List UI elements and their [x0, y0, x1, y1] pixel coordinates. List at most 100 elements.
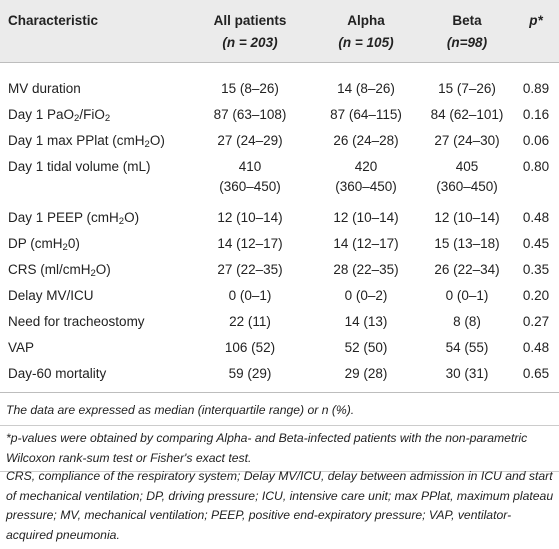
header-p: p* [529, 13, 543, 28]
cell-beta: 30 (31) [445, 366, 489, 381]
cell-all: 106 (52) [224, 340, 276, 355]
cell-alpha: 28 (22–35) [333, 262, 399, 277]
cell-beta: 15 (7–26) [438, 81, 496, 96]
table-row-continuation: (360–450) (360–450) (360–450) [0, 176, 559, 200]
cell-alpha: 26 (24–28) [333, 133, 399, 148]
label-text: O) [124, 210, 140, 225]
cell-beta: 0 (0–1) [445, 288, 489, 303]
cell-p: 0.80 [522, 159, 550, 174]
cell-all: 27 (22–35) [217, 262, 283, 277]
cell-all: 14 (12–17) [217, 236, 283, 251]
cell-beta: 405 [455, 159, 479, 174]
row-label: MV duration [8, 81, 81, 96]
footnote-data-format: The data are expressed as median (interq… [6, 403, 355, 417]
header-beta-n: (n=98) [446, 35, 488, 50]
table-row: Day 1 max PPlat (cmH2O) 27 (24–29) 26 (2… [0, 130, 559, 154]
cell-p: 0.35 [522, 262, 550, 277]
footnote-p-values: *p-values were obtained by comparing Alp… [6, 431, 528, 465]
cell-alpha: 14 (8–26) [337, 81, 395, 96]
cell-alpha: 87 (64–115) [330, 107, 402, 122]
label-text: Day 1 PaO [8, 107, 75, 122]
cell-beta: 8 (8) [453, 314, 481, 329]
cell-alpha: 14 (12–17) [333, 236, 399, 251]
label-text: 0) [67, 236, 80, 251]
label-text: DP (cmH [8, 236, 63, 251]
cell-p: 0.48 [522, 340, 550, 355]
table-row: Day-60 mortality 59 (29) 29 (28) 30 (31)… [0, 363, 559, 387]
cell-beta: 54 (55) [445, 340, 489, 355]
table-row: Day 1 PaO2/FiO2 87 (63–108) 87 (64–115) … [0, 104, 559, 128]
cell-beta: 15 (13–18) [434, 236, 500, 251]
cell-alpha: 0 (0–2) [344, 288, 388, 303]
cell-all: 12 (10–14) [217, 210, 283, 225]
row-label: DP (cmH20) [8, 233, 80, 254]
cell-p: 0.06 [522, 133, 550, 148]
header-beta: Beta [452, 13, 482, 28]
cell-all: 87 (63–108) [213, 107, 287, 122]
cell-alpha: 12 (10–14) [333, 210, 399, 225]
header-divider [0, 62, 559, 63]
table-row: VAP 106 (52) 52 (50) 54 (55) 0.48 [0, 337, 559, 361]
cell-all: 59 (29) [228, 366, 272, 381]
cell-beta: 84 (62–101) [430, 107, 504, 122]
label-text: Day 1 PEEP (cmH [8, 210, 119, 225]
footnote-divider [0, 425, 559, 426]
cell-all-range: (360–450) [219, 179, 281, 194]
table-row: Day 1 tidal volume (mL) 410 420 405 0.80 [0, 156, 559, 180]
table-row: MV duration 15 (8–26) 14 (8–26) 15 (7–26… [0, 78, 559, 102]
label-text: /FiO [79, 107, 105, 122]
label-text: O) [95, 262, 111, 277]
cell-all: 22 (11) [229, 314, 271, 329]
label-text: O) [149, 133, 165, 148]
row-label: Day 1 PEEP (cmH2O) [8, 207, 139, 228]
row-label: Day 1 max PPlat (cmH2O) [8, 130, 165, 151]
cell-p: 0.27 [522, 314, 550, 329]
header-row: Characteristic All patients Alpha Beta p… [0, 10, 559, 34]
table-row: Day 1 PEEP (cmH2O) 12 (10–14) 12 (10–14)… [0, 207, 559, 231]
cell-p: 0.16 [522, 107, 550, 122]
label-text: Day 1 max PPlat (cmH [8, 133, 145, 148]
label-subscript: 2 [144, 139, 150, 150]
cell-alpha: 29 (28) [344, 366, 388, 381]
cell-beta: 12 (10–14) [434, 210, 500, 225]
cell-p: 0.89 [522, 81, 550, 96]
cell-p: 0.45 [522, 236, 550, 251]
header-alpha-n: (n = 105) [338, 35, 394, 50]
header-n-row: (n = 203) (n = 105) (n=98) [0, 32, 559, 56]
cell-alpha: 52 (50) [344, 340, 388, 355]
header-alpha: Alpha [347, 13, 385, 28]
cell-beta: 27 (24–30) [434, 133, 500, 148]
label-subscript: 2 [74, 113, 80, 124]
cell-all: 15 (8–26) [221, 81, 279, 96]
cell-all: 0 (0–1) [228, 288, 272, 303]
cell-all: 410 [238, 159, 262, 174]
cell-alpha: 420 [354, 159, 378, 174]
label-subscript: 2 [104, 113, 111, 124]
table-row: DP (cmH20) 14 (12–17) 14 (12–17) 15 (13–… [0, 233, 559, 257]
table-row: CRS (ml/cmH2O) 27 (22–35) 28 (22–35) 26 … [0, 259, 559, 283]
cell-beta: 26 (22–34) [434, 262, 500, 277]
row-label: Day 1 tidal volume (mL) [8, 159, 151, 174]
cell-beta-range: (360–450) [436, 179, 498, 194]
row-label: CRS (ml/cmH2O) [8, 259, 111, 280]
header-all-n: (n = 203) [222, 35, 278, 50]
cell-all: 27 (24–29) [217, 133, 283, 148]
label-subscript: 2 [90, 268, 96, 279]
label-text: CRS (ml/cmH [8, 262, 91, 277]
cell-alpha-range: (360–450) [335, 179, 397, 194]
label-subscript: 2 [118, 216, 125, 227]
row-label: Day 1 PaO2/FiO2 [8, 104, 110, 125]
header-band [0, 0, 559, 62]
table-row: Delay MV/ICU 0 (0–1) 0 (0–2) 0 (0–1) 0.2… [0, 285, 559, 309]
header-characteristic: Characteristic [8, 13, 99, 28]
footnote-abbreviations: CRS, compliance of the respiratory syste… [6, 469, 554, 542]
table-row: Need for tracheostomy 22 (11) 14 (13) 8 … [0, 311, 559, 335]
cell-p: 0.65 [522, 366, 550, 381]
table-bottom-divider [0, 392, 559, 393]
row-label: Need for tracheostomy [8, 314, 145, 329]
cell-p: 0.48 [522, 210, 550, 225]
row-label: Day-60 mortality [8, 366, 107, 381]
footnote-divider [0, 471, 559, 472]
cell-p: 0.20 [522, 288, 550, 303]
